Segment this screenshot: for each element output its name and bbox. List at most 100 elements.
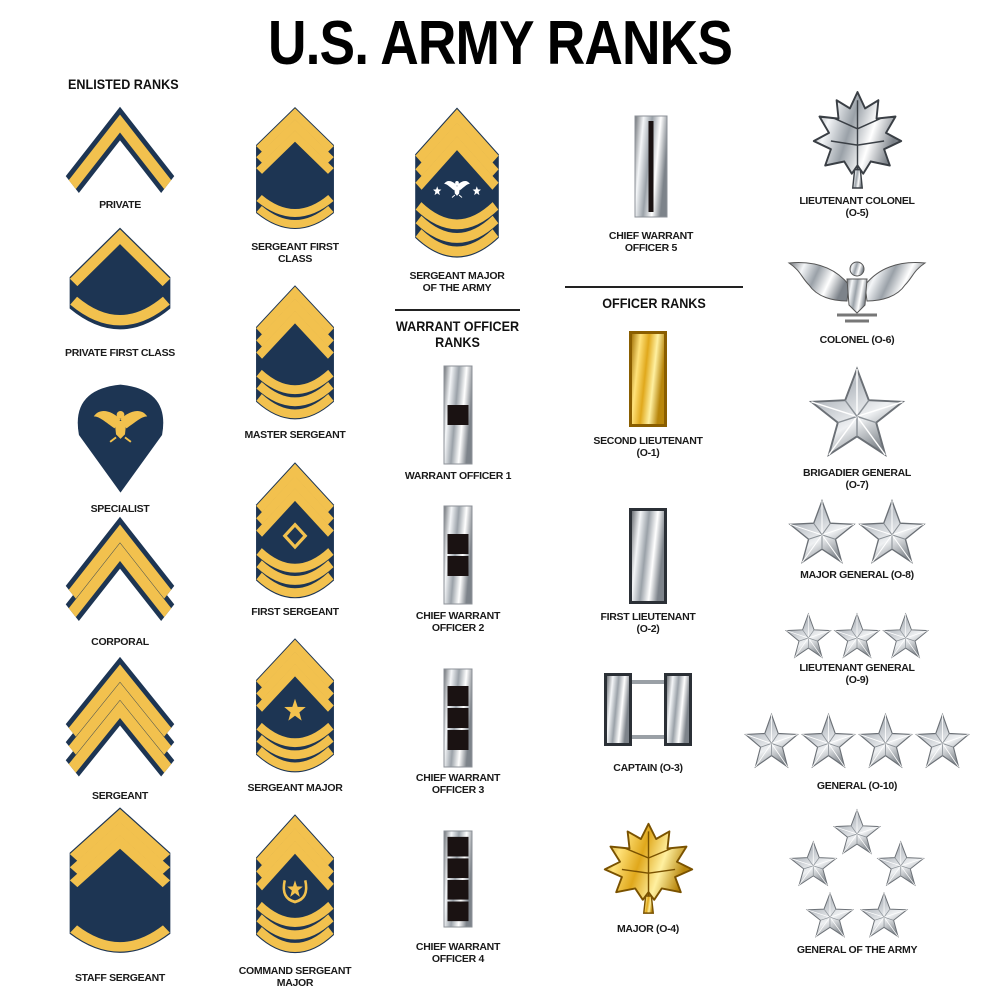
star-facet — [829, 917, 845, 937]
enamel-square — [447, 836, 469, 857]
rank-label: COLONEL (O-6) — [767, 334, 947, 346]
warrant-insignia-icon — [443, 365, 473, 465]
star-facet — [856, 637, 867, 642]
rank-label-line: (O-1) — [636, 447, 660, 459]
star-facet — [878, 733, 886, 744]
stripes-insignia-icon — [65, 516, 175, 638]
rank-label-line: SERGEANT MAJOR — [409, 270, 505, 282]
rank-label-line: OFFICER 2 — [431, 622, 485, 634]
star-facet — [891, 534, 906, 540]
chevron-stripe — [256, 815, 334, 866]
star-facet — [891, 865, 901, 870]
star-facet — [808, 629, 815, 639]
rank-label-line: MASTER SERGEANT — [244, 429, 346, 441]
section-line: WARRANT OFFICER — [395, 318, 520, 334]
star-facet — [856, 416, 886, 456]
star-facet — [856, 401, 903, 418]
star-facet — [883, 908, 891, 918]
star-facet — [807, 909, 831, 918]
star-facet — [808, 534, 823, 540]
rank-label-line: SPECIALIST — [90, 503, 150, 515]
insignia-graphic — [808, 366, 906, 458]
star-facet — [811, 401, 858, 418]
star-facet — [883, 909, 907, 918]
eagle-head — [849, 261, 865, 277]
eagle-shield — [454, 186, 460, 196]
star-facet — [828, 733, 836, 744]
rank-label-line: COMMAND SERGEANT — [238, 965, 352, 977]
rank-label: FIRST SERGEANT — [205, 606, 385, 618]
specialist-insignia-icon — [73, 375, 168, 495]
star-facet — [900, 865, 916, 886]
rank-label-line: CHIEF WARRANT — [415, 941, 501, 953]
section-officer-ranks: OFFICER RANKS — [602, 295, 706, 311]
star-facet — [931, 743, 943, 748]
star-facet — [812, 857, 820, 866]
rank-label: MAJOR (O-4) — [558, 923, 738, 935]
insignia-graphic — [69, 807, 171, 953]
star-facet — [900, 857, 907, 866]
rank-label-line: BRIGADIER GENERAL — [802, 467, 912, 479]
star-facet — [891, 523, 925, 536]
section-warrant-officer-ranks: WARRANT OFFICER RANKS — [388, 318, 528, 350]
star-facet — [847, 833, 858, 838]
star-facet — [878, 534, 893, 540]
insignia-graphic — [69, 227, 171, 330]
star-icon — [287, 880, 303, 897]
insignia-graphic — [789, 808, 925, 938]
star-facet — [942, 743, 954, 748]
star-facet — [828, 743, 840, 748]
chevron-stripe — [256, 663, 334, 712]
bar-body — [632, 511, 664, 601]
rank-label-line: OFFICER 3 — [431, 784, 485, 796]
rocker-stripe — [70, 296, 170, 326]
insignia-graphic — [443, 505, 473, 605]
star-facet — [905, 630, 928, 639]
stripes-insignia-icon — [254, 636, 336, 779]
star-facet — [891, 534, 913, 563]
rank-label-line: SERGEANT — [92, 790, 148, 802]
chevron-stripe — [256, 639, 334, 688]
insignia-background — [69, 227, 171, 330]
rocker-stripe — [256, 926, 334, 953]
chevron-stripe — [68, 524, 172, 599]
star-facet — [786, 630, 809, 639]
rank-label: PRIVATE FIRST CLASS — [30, 347, 210, 359]
star-facet — [926, 743, 943, 768]
stripes-insignia-icon — [413, 105, 501, 265]
star-facet — [905, 637, 916, 642]
rank-label-line: MAJOR GENERAL (O-8) — [800, 569, 914, 581]
star-facet — [869, 917, 885, 937]
chevron-stripe — [256, 651, 334, 700]
star-facet — [891, 522, 901, 536]
insignia-graphic — [65, 656, 175, 777]
rank-label-line: (O-7) — [845, 479, 869, 491]
star-facet — [828, 743, 845, 768]
star-facet — [771, 743, 783, 748]
divider — [565, 286, 743, 288]
chevron-stripe — [68, 114, 172, 190]
rank-label: SERGEANT MAJOR OF THE ARMY — [367, 270, 547, 294]
enamel-line — [648, 121, 654, 212]
rank-label: CHIEF WARRANT OFFICER 5 — [561, 230, 741, 254]
eagle-talons — [109, 436, 131, 443]
star-facet — [828, 734, 855, 744]
enamel-square — [447, 901, 469, 922]
chevron-stripe — [256, 828, 334, 878]
insignia-graphic — [629, 508, 667, 604]
star-facet — [877, 858, 901, 867]
star-facet — [812, 865, 828, 886]
stars-insignia-icon — [784, 612, 930, 660]
enamel-square — [447, 858, 469, 879]
star-facet — [856, 825, 864, 835]
rank-label: GENERAL OF THE ARMY — [767, 944, 947, 956]
star-facet — [803, 865, 814, 870]
stars-insignia-icon — [787, 498, 927, 566]
insignia-graphic — [788, 498, 926, 564]
star-facet — [856, 629, 864, 639]
insignia-graphic — [415, 107, 499, 258]
eagle-icon — [93, 410, 147, 443]
star-facet — [891, 637, 906, 658]
rank-label: BRIGADIER GENERAL (O-7) — [767, 467, 947, 491]
star-facet — [886, 865, 902, 886]
